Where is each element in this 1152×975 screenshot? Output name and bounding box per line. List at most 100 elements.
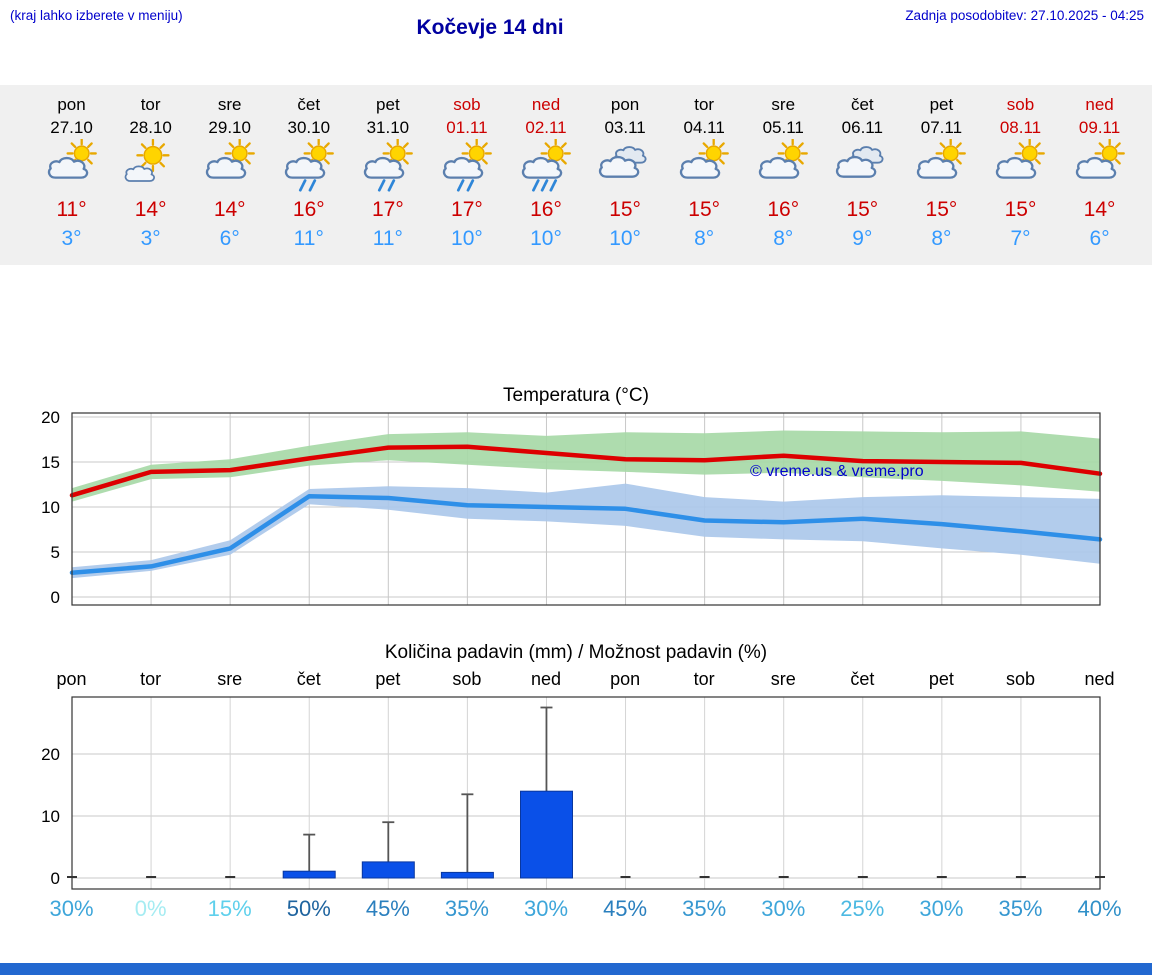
temperature-chart: 0 5 10 15 20 © vreme.us & vreme.pro [41,409,1103,607]
min-temperature-line [69,493,1103,575]
day-name: pet [376,95,400,114]
precip-day-label: čet [850,669,875,689]
day-date: 06.11 [841,118,883,137]
day-date: 03.11 [604,118,646,137]
precip-probability: 30% [761,896,806,921]
max-temperature-line [69,444,1103,498]
forecast-day[interactable]: ned 02.11 16° 10° [506,93,585,253]
forecast-day[interactable]: čet 30.10 16° 11° [269,93,348,253]
footer-bar [0,963,1152,975]
precip-probability: 45% [603,896,648,921]
day-name: sre [217,95,242,114]
day-high-temp: 15° [1004,198,1037,221]
day-high-temp: 14° [134,198,167,221]
svg-text:20: 20 [41,409,60,427]
day-name: čet [850,95,874,114]
day-date: 02.11 [525,118,567,137]
precip-day-label: pon [56,669,87,689]
precip-probability: 30% [919,896,964,921]
sun-cloud-rain-icon [348,139,427,193]
day-high-temp: 16° [292,198,325,221]
day-high-temp: 15° [846,198,879,221]
forecast-day[interactable]: pon 27.10 11° 3° [32,93,111,253]
day-low-temp: 8° [694,227,715,250]
forecast-day[interactable]: pet 07.11 15° 8° [902,93,981,253]
day-date: 29.10 [208,118,251,137]
forecast-day[interactable]: pon 03.11 15° 10° [586,93,665,253]
sun-cloud-icon [32,139,111,193]
sun-cloud-icon [190,139,269,193]
day-low-temp: 6° [1089,227,1110,250]
sun-cloud-icon [744,139,823,193]
svg-text:15: 15 [41,453,60,472]
day-low-temp: 3° [61,227,82,250]
sun-cloud-rain-heavy-icon [506,139,585,193]
day-high-temp: 15° [925,198,958,221]
forecast-day[interactable]: ned 09.11 14° 6° [1060,93,1139,253]
precip-probability: 35% [682,896,727,921]
day-low-temp: 9° [852,227,873,250]
day-low-temp: 11° [293,227,324,250]
forecast-day[interactable]: tor 28.10 14° 3° [111,93,190,253]
day-low-temp: 8° [773,227,794,250]
day-date: 31.10 [366,118,410,137]
day-low-temp: 11° [372,227,403,250]
precip-day-label: pet [375,669,401,689]
precipitation-chart-title: Količina padavin (mm) / Možnost padavin … [384,642,768,663]
precip-day-label: pet [928,669,954,689]
day-date: 08.11 [999,118,1042,137]
forecast-strip: pon 27.10 11° 3° tor 28.10 14° 3° sre 29.10 14° 6° č… [0,85,1152,265]
day-high-temp: 15° [688,198,721,221]
day-high-temp: 16° [530,198,562,221]
location-hint: (kraj lahko izberete v meniju) [10,8,183,23]
sun-cloud-icon [1060,139,1139,193]
svg-text:5: 5 [51,543,60,562]
forecast-day[interactable]: tor 04.11 15° 8° [665,93,744,253]
precip-day-label: sob [1005,669,1035,689]
day-name: sob [453,95,481,114]
precip-bar [440,871,494,879]
day-high-temp: 17° [451,198,483,221]
watermark: © vreme.us & vreme.pro [750,463,924,480]
forecast-day[interactable]: sob 08.11 15° 7° [981,93,1060,253]
precip-probability: 35% [998,896,1043,921]
precip-bar [282,870,336,879]
temperature-chart-title: Temperatura (°C) [503,385,649,406]
day-high-temp: 15° [609,198,641,221]
precip-probability: 0% [134,896,167,921]
precip-probability: 30% [523,896,569,921]
sun-cloud-rain-icon [269,139,348,193]
last-update-label: Zadnja posodobitev: 27.10.2025 - 04:25 [905,8,1144,23]
forecast-day[interactable]: sre 05.11 16° 8° [744,93,823,253]
svg-text:20: 20 [41,745,60,764]
precip-probability: 40% [1077,896,1122,921]
precip-day-label: sob [452,669,482,689]
precip-day-labels-row: pon tor sre čet pet sob ned pon tor sre čet pet sob n… [0,666,1152,692]
forecast-day[interactable]: sob 01.11 17° 10° [427,93,506,253]
day-low-temp: 10° [609,227,641,250]
forecast-day[interactable]: pet 31.10 17° 11° [348,93,427,253]
sun-cloud-rain-icon [427,139,506,193]
precip-day-label: pon [610,669,641,689]
forecast-day[interactable]: čet 06.11 15° 9° [823,93,902,253]
cloudy-icon [823,139,902,193]
day-name: tor [140,95,161,114]
precip-day-label: tor [693,669,715,689]
forecast-day[interactable]: sre 29.10 14° 6° [190,93,269,253]
day-date: 09.11 [1078,118,1121,137]
day-date: 07.11 [920,118,963,137]
day-low-temp: 3° [140,227,161,250]
precip-probability-row: 30% 0% 15% 50% 45% 35% 30% 45% 35% 30% 25% 30% 35% 40… [0,892,1152,924]
precip-day-label: ned [1084,669,1115,689]
page-title: Kočevje 14 dni [416,16,564,39]
precip-probability: 30% [49,896,94,921]
day-date: 27.10 [50,118,93,137]
precip-bar [361,861,415,879]
page-header: (kraj lahko izberete v meniju) Kočevje 1… [0,0,1152,85]
precip-bar [520,790,573,879]
day-low-temp: 10° [530,227,562,250]
day-name: pon [610,95,640,114]
day-low-temp: 8° [931,227,952,250]
svg-text:0: 0 [51,869,60,888]
precip-probability: 35% [444,896,489,921]
